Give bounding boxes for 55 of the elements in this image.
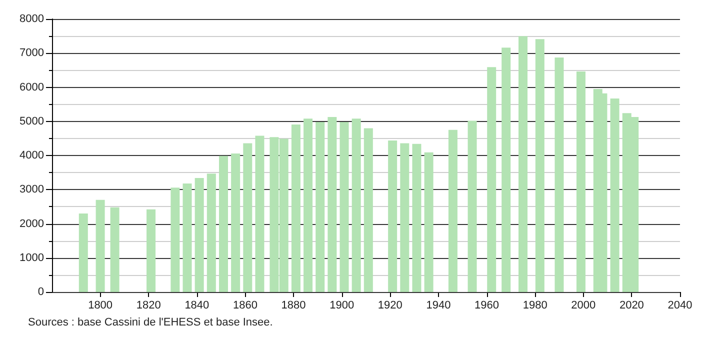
bar: [388, 140, 398, 292]
x-tick-label: 1880: [281, 300, 306, 312]
x-tick-label: 2020: [619, 300, 644, 312]
bar: [110, 207, 120, 292]
y-tick-label: 5000: [20, 115, 44, 128]
x-tick-label: 1980: [522, 300, 548, 312]
bar: [468, 120, 477, 292]
x-tick-label: 1820: [136, 300, 161, 312]
x-tick-label: 1860: [232, 300, 258, 312]
bar: [206, 174, 216, 292]
y-tick-label: 1000: [20, 252, 44, 264]
y-tick-label: 6000: [20, 81, 44, 94]
bar: [424, 152, 434, 292]
bar: [610, 98, 620, 292]
x-tick-label: 1960: [474, 300, 500, 312]
bar: [352, 118, 361, 292]
x-tick-label: 1920: [378, 300, 402, 312]
bar: [255, 136, 264, 292]
x-tick-label: 1940: [426, 300, 451, 312]
bar: [364, 128, 373, 292]
bar: [340, 122, 349, 292]
x-tick-label: 1800: [88, 300, 113, 312]
bar: [182, 183, 192, 292]
bar: [328, 116, 337, 292]
bar: [194, 178, 204, 292]
bar: [400, 143, 410, 292]
y-tick-label: 7000: [20, 47, 44, 60]
x-tick-label: 1840: [184, 300, 210, 312]
bar: [448, 130, 458, 292]
bar: [170, 188, 180, 292]
bar: [535, 39, 544, 292]
bar: [146, 209, 156, 292]
bar: [554, 58, 564, 292]
bar: [576, 72, 586, 292]
bar: [304, 118, 313, 292]
y-tick-label: 0: [38, 286, 44, 298]
bar: [291, 124, 300, 292]
bar: [78, 214, 88, 292]
bar: [518, 36, 528, 292]
y-tick-label: 4000: [20, 150, 44, 162]
x-tick-label: 1900: [330, 300, 354, 312]
y-tick-label: 8000: [20, 13, 44, 25]
bar: [231, 153, 240, 292]
source-note: Sources : base Cassini de l'EHESS et base Insee.: [28, 316, 273, 328]
x-tick-label: 2000: [571, 300, 596, 312]
bar: [243, 143, 252, 292]
y-tick-label: 3000: [20, 184, 44, 196]
bar: [96, 200, 105, 292]
y-tick-label: 2000: [20, 218, 44, 230]
bar: [487, 67, 496, 292]
bar: [218, 156, 228, 292]
bar: [412, 144, 422, 292]
bar: [316, 122, 325, 292]
x-tick-label: 2040: [668, 300, 692, 312]
bar: [502, 48, 511, 292]
